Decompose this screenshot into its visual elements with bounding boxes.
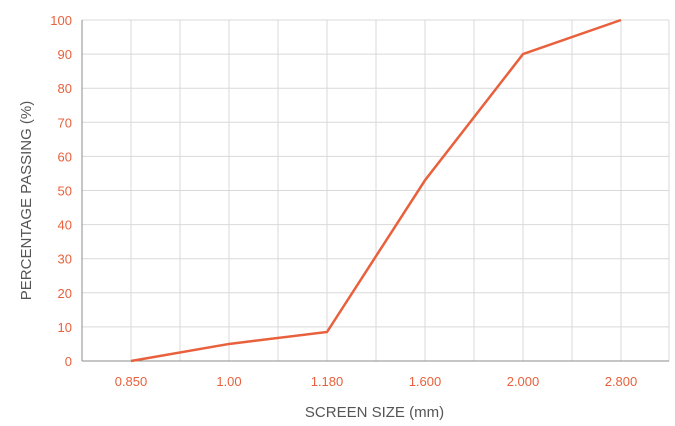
x-tick-labels: 0.850 1.00 1.180 1.600 2.000 2.800 [115, 374, 638, 389]
horizontal-gridlines [82, 19, 669, 328]
y-tick-label: 90 [58, 47, 72, 62]
y-tick-label: 60 [58, 149, 72, 164]
y-tick-label: 40 [58, 218, 72, 233]
x-tick-label: 1.00 [216, 374, 241, 389]
series-group [130, 18, 622, 363]
y-tick-label: 50 [58, 184, 72, 199]
y-tick-label: 30 [58, 252, 72, 267]
x-tick-label: 0.850 [115, 374, 148, 389]
x-tick-label: 1.600 [409, 374, 442, 389]
y-tick-label: 70 [58, 115, 72, 130]
y-tick-label: 0 [65, 354, 72, 369]
x-tick-label: 2.800 [605, 374, 638, 389]
y-tick-label: 10 [58, 320, 72, 335]
y-axis-title: PERCENTAGE PASSING (%) [18, 101, 35, 300]
y-tick-label: 20 [58, 286, 72, 301]
x-tick-label: 1.180 [311, 374, 344, 389]
y-tick-labels: 0 10 20 30 40 50 60 70 80 90 100 [50, 13, 72, 369]
series-line [130, 18, 622, 363]
x-tick-label: 2.000 [507, 374, 540, 389]
y-tick-label: 80 [58, 81, 72, 96]
x-axis-title: SCREEN SIZE (mm) [305, 404, 444, 421]
y-tick-label: 100 [50, 13, 72, 28]
